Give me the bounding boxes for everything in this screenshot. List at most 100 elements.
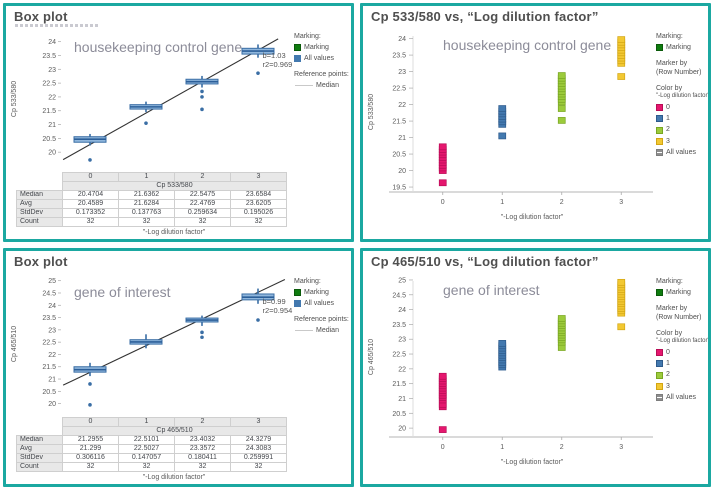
y-tick-label: 24 <box>48 39 56 46</box>
table-cell: 32 <box>230 217 287 227</box>
box-whisker[interactable] <box>185 315 219 340</box>
plot-svg[interactable]: 20 20.5 21 21.5 22 22.5 23 23.5 24 24.5 25 Cp 465/5… <box>6 271 294 417</box>
outlier-point[interactable] <box>200 335 204 340</box>
outlier-point[interactable] <box>256 71 260 75</box>
legend-color-by-title: Color by <box>656 330 683 338</box>
box-whisker[interactable] <box>129 101 163 125</box>
data-point[interactable] <box>617 323 626 331</box>
legend-marking-item-label: Marking <box>304 289 329 297</box>
y-tick-label: 22 <box>48 352 56 359</box>
legend-color-entry-2-swatch <box>656 371 663 379</box>
data-point[interactable] <box>557 105 566 112</box>
table-cell: 22.5475 <box>174 190 231 200</box>
plot-canvas[interactable]: 20 20.5 21 21.5 22 22.5 23 23.5 24 Cp 533/580 hous… <box>6 26 294 177</box>
legend-all-values-item[interactable]: All values <box>656 148 708 157</box>
legend-all-values-item-swatch <box>294 300 301 308</box>
legend-marking-item[interactable]: Marking <box>656 43 708 52</box>
plot-canvas[interactable]: 20 20.5 21 21.5 22 22.5 23 23.5 24 24.5 25 Cp 465/5… <box>6 271 294 422</box>
legend-reference-title: Reference points: <box>294 316 349 324</box>
table-cell: 0.137763 <box>118 208 175 218</box>
table-row: Avg 21.299 22.5027 23.3572 24.3083 <box>16 444 287 454</box>
outlier-point[interactable] <box>200 330 204 335</box>
panel-title: Cp 465/510 vs, “Log dilution factor” <box>371 254 599 269</box>
box-whisker[interactable] <box>241 44 275 75</box>
data-point[interactable] <box>557 315 566 322</box>
legend-color-entry-1-swatch <box>656 115 663 123</box>
table-row: Median 20.4704 21.6362 22.5475 23.6584 <box>16 190 287 200</box>
legend-reference-median-swatch <box>295 85 313 87</box>
plot-svg[interactable]: 20 20.5 21 21.5 22 22.5 23 23.5 24 Cp 533/580 hous… <box>6 26 294 172</box>
table-row: StdDev 0.173352 0.137763 0.259634 0.195026 <box>16 208 287 218</box>
outlier-point[interactable] <box>88 403 92 407</box>
legend-marking-item-label: Marking <box>666 44 691 52</box>
table-cell: 23.6205 <box>230 199 287 209</box>
legend-reference-median[interactable]: Median <box>294 81 351 90</box>
legend-color-entry-0[interactable]: 0 <box>656 348 708 357</box>
legend-all-values-item[interactable]: All values <box>656 393 708 402</box>
outlier-point[interactable] <box>88 158 92 162</box>
y-tick-label: 21.5 <box>42 364 56 371</box>
box-whisker[interactable] <box>129 334 163 349</box>
legend-all-values-item[interactable]: All values <box>294 54 351 63</box>
outlier-point[interactable] <box>256 318 260 322</box>
data-point[interactable] <box>557 117 566 124</box>
data-point[interactable] <box>498 105 507 112</box>
legend-color-entry-1[interactable]: 1 <box>656 114 708 123</box>
legend-marking-item-swatch <box>294 289 301 297</box>
data-point[interactable] <box>438 179 447 187</box>
plot-canvas[interactable]: 20 20.5 21 21.5 22 22.5 23 23.5 24 24.5 25 0 1 2 3 Cp 4… <box>363 271 655 476</box>
data-point[interactable] <box>557 72 566 79</box>
table-col-header: 3 <box>230 172 287 182</box>
outlier-point[interactable] <box>88 382 92 386</box>
summary-table-grid: 0 1 2 3 Cp 533/580 Median 20.4704 21.6362 22.547… <box>16 172 287 227</box>
y-tick-label: 20 <box>398 426 406 433</box>
outlier-point[interactable] <box>200 89 204 94</box>
legend: Marking: Marking All values Reference point… <box>294 32 351 90</box>
legend-color-entry-3-label: 3 <box>666 382 670 390</box>
legend-reference-median-label: Median <box>316 82 339 90</box>
data-point[interactable] <box>498 340 507 347</box>
y-tick-label: 23.5 <box>392 53 406 60</box>
legend-color-entry-1[interactable]: 1 <box>656 359 708 368</box>
data-point[interactable] <box>617 278 626 286</box>
outlier-point[interactable] <box>200 95 204 99</box>
legend-color-entry-3[interactable]: 3 <box>656 137 708 146</box>
data-point[interactable] <box>438 143 447 151</box>
y-tick-label: 22.5 <box>392 86 406 93</box>
table-cell: 0.259634 <box>174 208 231 218</box>
legend-all-values-item-label: All values <box>666 148 696 156</box>
box-whisker[interactable] <box>185 75 219 112</box>
y-tick-label: 25 <box>398 277 406 284</box>
data-point[interactable] <box>617 73 626 80</box>
legend-marking-item[interactable]: Marking <box>656 288 708 297</box>
table-row-label: StdDev <box>16 453 63 463</box>
legend-color-entry-3[interactable]: 3 <box>656 382 708 391</box>
data-point[interactable] <box>438 372 447 380</box>
data-point[interactable] <box>617 36 626 43</box>
legend-marker-by-value: (Row Number) <box>656 314 702 322</box>
box-whisker[interactable] <box>73 362 107 407</box>
panel-boxplot-housekeeping: Box plot 20 20.5 21 21.5 22 22.5 23 23.5 24 Cp 53… <box>3 3 354 242</box>
outlier-point[interactable] <box>200 107 204 112</box>
plot-canvas[interactable]: 19.5 20 20.5 21 21.5 22 22.5 23 23.5 24 0 1 2 3 Cp 533… <box>363 26 655 231</box>
table-col-header: 0 <box>62 172 119 182</box>
legend-all-values-item-label: All values <box>666 393 696 401</box>
legend-color-entry-0[interactable]: 0 <box>656 103 708 112</box>
box-whisker[interactable] <box>73 133 107 162</box>
panel-scatter-gene-of-interest: Cp 465/510 vs, “Log dilution factor” 20 2… <box>360 248 711 487</box>
legend-all-values-item[interactable]: All values <box>294 299 351 308</box>
legend-color-entry-2[interactable]: 2 <box>656 370 708 379</box>
y-tick-label: 20.5 <box>392 152 406 159</box>
legend-reference-median[interactable]: Median <box>294 326 351 335</box>
box-whisker[interactable] <box>241 288 275 322</box>
data-point[interactable] <box>438 426 447 433</box>
outlier-point[interactable] <box>144 121 148 125</box>
legend-marking-item[interactable]: Marking <box>294 288 351 297</box>
legend-color-entry-2[interactable]: 2 <box>656 125 708 134</box>
legend-marking-item[interactable]: Marking <box>294 43 351 52</box>
data-point[interactable] <box>498 132 507 140</box>
y-axis-title: Cp 465/510 <box>368 339 375 375</box>
